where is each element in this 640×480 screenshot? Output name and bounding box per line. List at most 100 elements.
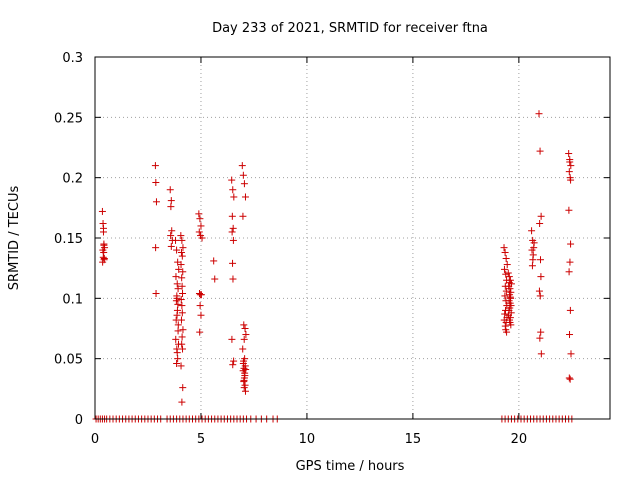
data-point [174,285,182,293]
data-point [178,309,186,317]
data-point [565,206,573,214]
data-point [504,269,512,277]
y-tick-label: 0.1 [62,292,83,307]
data-point [567,162,575,170]
data-point [537,328,545,336]
data-point [536,292,544,300]
data-point [152,290,160,298]
data-point [506,293,514,301]
data-point [178,252,186,260]
data-point [173,280,181,288]
x-tick-label: 15 [405,432,422,447]
data-point [241,193,249,201]
data-point [238,162,246,170]
data-point [197,291,205,299]
data-point [537,212,545,220]
data-point [503,261,511,269]
data-point [167,203,175,211]
data-point [567,176,575,184]
data-point [98,207,106,215]
data-point [239,359,247,367]
data-point [536,256,544,264]
data-point [174,355,182,363]
data-point [536,334,544,342]
data-point [565,150,573,158]
data-point [228,228,236,236]
data-point [197,222,205,230]
data-point [566,258,574,266]
data-point [239,212,247,220]
data-point [173,311,181,319]
x-tick-label: 10 [299,432,316,447]
data-point [99,224,107,232]
data-point [528,246,536,254]
data-point [505,273,513,281]
data-point [566,306,574,314]
data-point [528,227,536,235]
data-point [100,255,108,263]
data-point [529,256,537,264]
data-point [166,186,174,194]
data-point [565,374,573,382]
data-point [501,248,509,256]
data-point [229,186,237,194]
data-point [172,236,180,244]
data-point [178,333,186,341]
data-point [167,232,175,240]
data-point [172,335,180,343]
data-point [502,255,510,263]
data-point [500,265,508,273]
chart-title: Day 233 of 2021, SRMTID for receiver ftn… [212,21,488,36]
data-point [179,290,187,298]
data-point [535,110,543,118]
data-point [196,302,204,310]
y-axis-label: SRMTID / TECUs [7,186,22,291]
data-point [230,193,238,201]
data-point [502,287,510,295]
data-point [177,261,185,269]
data-point [566,375,574,383]
data-point [565,168,573,176]
data-point [196,215,204,223]
data-point [507,321,515,329]
data-point [179,244,187,252]
data-point [241,387,249,395]
data-point [172,273,180,281]
data-point [239,171,247,179]
data-point [506,285,514,293]
data-point [501,310,509,318]
data-point [167,242,175,250]
data-point [174,327,182,335]
data-point [195,228,203,236]
data-point [230,357,238,365]
data-point [240,384,248,392]
data-point [229,361,237,369]
data-point [528,262,536,270]
data-point [179,345,187,353]
data-point [567,240,575,248]
data-point [173,359,181,367]
data-point [179,268,187,276]
data-point [241,369,249,377]
data-point [537,350,545,358]
data-point [152,178,160,186]
data-point [196,328,204,336]
data-point [567,350,575,358]
data-point [175,265,183,273]
data-point [173,349,181,357]
data-point [173,294,181,302]
data-point [242,331,250,339]
data-point [501,292,509,300]
data-point [173,246,181,254]
data-point [152,244,160,252]
data-point [152,198,160,206]
axes [94,56,611,420]
data-point [240,335,248,343]
x-tick-label: 0 [91,432,99,447]
data-point [229,275,237,283]
data-point [99,258,107,266]
x-tick-label: 20 [511,432,528,447]
data-point [241,325,249,332]
data-point [178,340,186,348]
